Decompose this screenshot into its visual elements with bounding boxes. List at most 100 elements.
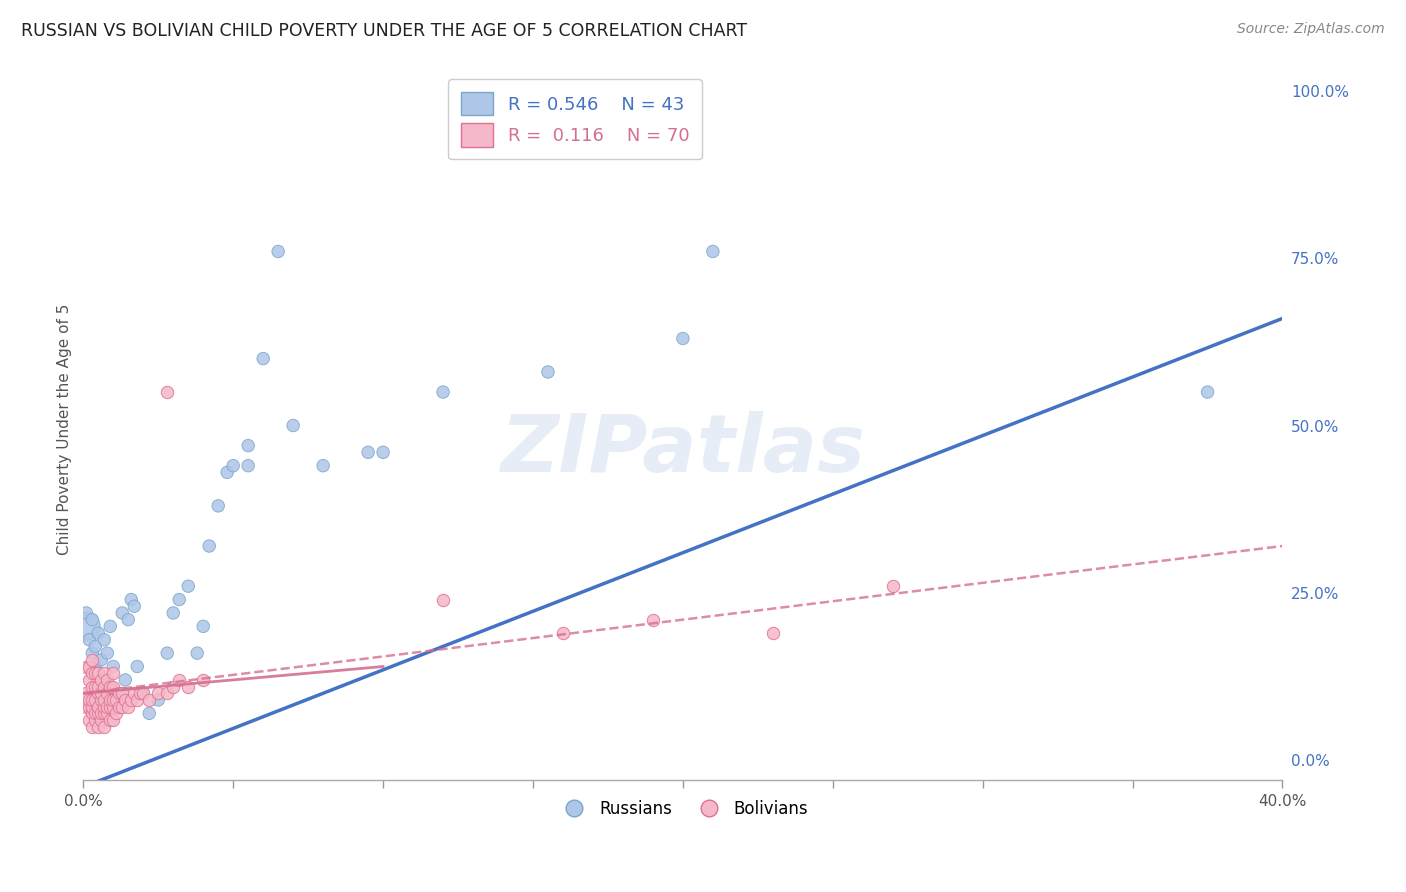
Point [432,592,454,607]
Point [186,646,208,660]
Point [156,385,179,400]
Point [267,244,290,259]
Point [312,458,335,473]
Point [79,673,101,687]
Point [90,673,112,687]
Point [75,699,97,714]
Point [148,686,170,700]
Point [111,686,134,700]
Point [87,686,110,700]
Point [84,659,107,673]
Point [93,632,115,647]
Point [641,613,664,627]
Point [82,699,104,714]
Point [87,720,110,734]
Point [82,706,104,721]
Point [84,706,107,721]
Point [148,693,170,707]
Point [84,680,107,694]
Point [537,365,560,379]
Point [82,680,104,694]
Point [93,706,115,721]
Point [672,331,695,345]
Point [93,720,115,734]
Point [96,673,118,687]
Point [132,686,155,700]
Point [238,439,260,453]
Point [96,706,118,721]
Point [122,599,145,614]
Point [103,693,125,707]
Point [90,686,112,700]
Point [96,646,118,660]
Point [111,606,134,620]
Point [75,659,97,673]
Point [90,653,112,667]
Point [98,693,121,707]
Point [79,632,101,647]
Point [111,699,134,714]
Point [127,659,149,673]
Point [129,686,152,700]
Point [103,659,125,673]
Point [120,693,142,707]
Point [84,666,107,681]
Point [98,680,121,694]
Point [114,693,136,707]
Point [108,699,131,714]
Point [93,680,115,694]
Point [79,659,101,673]
Point [90,706,112,721]
Point [98,699,121,714]
Point [103,680,125,694]
Text: RUSSIAN VS BOLIVIAN CHILD POVERTY UNDER THE AGE OF 5 CORRELATION CHART: RUSSIAN VS BOLIVIAN CHILD POVERTY UNDER … [21,22,747,40]
Point [87,680,110,694]
Point [193,673,215,687]
Point [702,244,724,259]
Point [177,579,200,593]
Point [217,466,239,480]
Point [84,640,107,654]
Point [882,579,904,593]
Point [551,626,574,640]
Point [207,499,229,513]
Point [132,686,155,700]
Point [167,592,190,607]
Point [252,351,274,366]
Point [762,626,785,640]
Point [177,680,200,694]
Point [96,699,118,714]
Point [79,699,101,714]
Point [103,666,125,681]
Point [87,666,110,681]
Point [87,626,110,640]
Point [103,693,125,707]
Point [156,646,179,660]
Point [90,693,112,707]
Point [98,680,121,694]
Point [122,686,145,700]
Point [87,706,110,721]
Text: Source: ZipAtlas.com: Source: ZipAtlas.com [1237,22,1385,37]
Point [167,673,190,687]
Point [105,706,128,721]
Point [75,686,97,700]
Point [156,686,179,700]
Point [114,673,136,687]
Point [117,613,139,627]
Point [357,445,380,459]
Point [117,699,139,714]
Point [371,445,394,459]
Point [84,693,107,707]
Point [238,458,260,473]
Point [108,686,131,700]
Point [198,539,221,553]
Point [222,458,245,473]
Point [105,686,128,700]
Point [193,619,215,633]
Point [82,720,104,734]
Point [82,613,104,627]
Point [98,713,121,727]
Point [127,693,149,707]
Point [96,686,118,700]
